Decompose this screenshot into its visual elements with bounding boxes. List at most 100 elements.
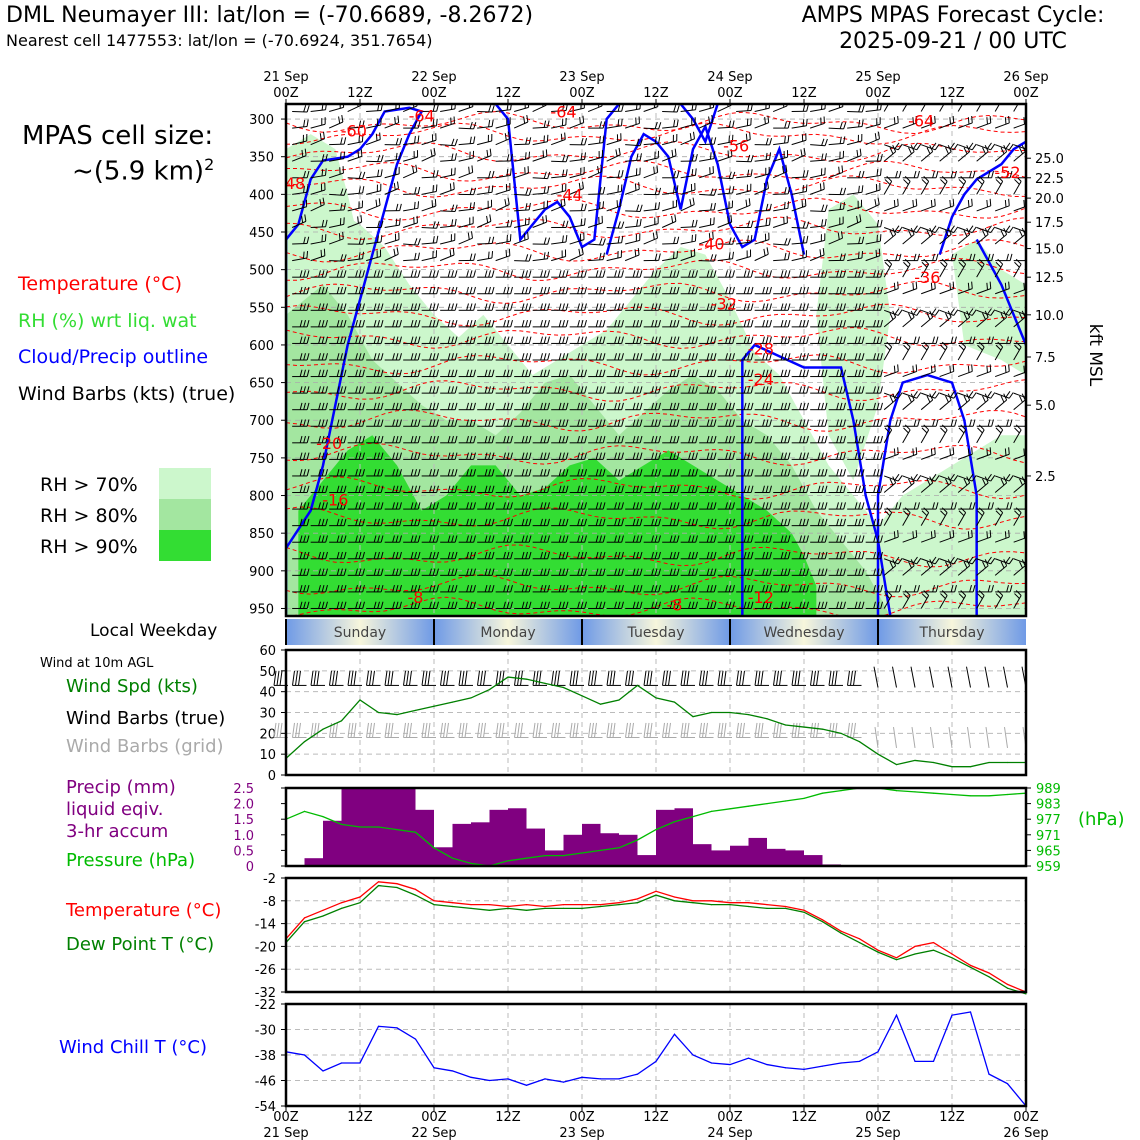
wind-barb bbox=[736, 169, 753, 179]
wind-barb-feather bbox=[362, 435, 365, 443]
wind-barb-shaft bbox=[366, 241, 382, 245]
wind-barb-feather bbox=[904, 424, 911, 431]
wind-barb-shaft bbox=[458, 142, 474, 146]
wind-barb-feather bbox=[380, 336, 384, 344]
wind-barb-feather bbox=[414, 502, 417, 510]
wind-barb-feather bbox=[436, 419, 439, 427]
cloud-outline bbox=[605, 123, 806, 255]
wind-barb bbox=[292, 336, 310, 344]
wind-barb bbox=[292, 585, 310, 593]
wind-barb-feather bbox=[584, 551, 587, 559]
wind-barb bbox=[403, 568, 421, 576]
wind-barb-feather bbox=[321, 585, 325, 593]
wind-barb-feather bbox=[377, 402, 380, 410]
wind-barb-feather bbox=[491, 286, 495, 294]
wind-barb bbox=[477, 551, 495, 560]
wind-barb-feather bbox=[614, 270, 617, 278]
wind-barb-feather bbox=[473, 518, 476, 526]
wind-barb-feather bbox=[580, 286, 584, 294]
wind-barb-feather bbox=[584, 336, 587, 344]
wind-barb bbox=[292, 185, 309, 195]
wind-barb-feather bbox=[469, 419, 473, 427]
wind-barb bbox=[532, 402, 550, 411]
wind-barb-feather bbox=[580, 270, 584, 278]
wind-barb-feather bbox=[395, 369, 399, 377]
wind-barb-feather bbox=[432, 236, 435, 244]
wind-barb-feather bbox=[800, 149, 803, 157]
wind-barb bbox=[365, 132, 381, 146]
wind-barb-feather bbox=[343, 452, 347, 460]
wind-barb-feather bbox=[417, 568, 421, 576]
wind-barb bbox=[310, 353, 328, 361]
wind-barb bbox=[495, 535, 513, 543]
wind-barb-feather bbox=[469, 369, 473, 377]
wind-barb-feather bbox=[466, 336, 469, 344]
wind-barb bbox=[495, 369, 513, 378]
wind-barb bbox=[532, 386, 550, 394]
wind-barb-feather bbox=[806, 419, 809, 427]
wind-barb-shaft bbox=[606, 226, 622, 229]
wind-barb-feather bbox=[432, 303, 436, 311]
wind-barb-feather bbox=[392, 485, 395, 493]
wind-barb-feather bbox=[673, 119, 676, 127]
wind-barb-feather bbox=[436, 386, 439, 394]
wind-barb-feather bbox=[358, 270, 362, 278]
wind-barb bbox=[569, 353, 587, 361]
wind-barb bbox=[440, 319, 458, 328]
wind-barb-feather bbox=[488, 303, 491, 311]
wind-barb-feather bbox=[336, 386, 340, 394]
wind-barb-feather bbox=[466, 502, 469, 510]
wind-barb-feather bbox=[750, 286, 754, 294]
wind-barb-feather bbox=[540, 386, 543, 394]
wind-barb bbox=[791, 386, 809, 394]
wind-barb-shaft bbox=[865, 109, 881, 113]
wind-barb-feather bbox=[417, 121, 421, 129]
wind-barb-feather bbox=[325, 336, 328, 344]
wind-barb-shaft bbox=[606, 139, 622, 146]
wind-barb-feather bbox=[765, 319, 769, 327]
wind-barb-feather bbox=[355, 568, 358, 576]
wind-barb-feather bbox=[399, 386, 402, 394]
wind-barb-feather bbox=[380, 551, 384, 559]
wind-barb-shaft bbox=[329, 106, 344, 113]
wind-barb-feather bbox=[484, 551, 488, 559]
wind-barb bbox=[329, 419, 347, 427]
wind-barb bbox=[476, 214, 492, 228]
wind-barb-feather bbox=[528, 137, 532, 145]
wind-barb-feather bbox=[299, 303, 303, 311]
wind-barb-shaft bbox=[366, 124, 381, 129]
wind-barb-feather bbox=[393, 182, 396, 190]
wind-barb-feather bbox=[799, 402, 802, 410]
wind-barb-feather bbox=[410, 551, 414, 559]
wind-barb-feather bbox=[488, 353, 491, 361]
wind-barb-feather bbox=[799, 369, 802, 377]
wind-barb-feather bbox=[432, 270, 436, 278]
wind-barb-shaft bbox=[292, 126, 308, 129]
wind-barb-feather bbox=[486, 215, 489, 223]
wind-barb-feather bbox=[543, 518, 547, 526]
wind-barb-feather bbox=[469, 452, 473, 460]
wind-barb bbox=[384, 419, 402, 427]
wind-barb-feather bbox=[417, 386, 421, 394]
wind-barb-feather bbox=[340, 585, 343, 593]
wind-barb-feather bbox=[392, 353, 395, 361]
wind-barb bbox=[551, 369, 569, 378]
wind-barb-feather bbox=[358, 252, 361, 260]
wind-barb-feather bbox=[373, 535, 377, 543]
wind-barb bbox=[384, 319, 402, 328]
wind-barb-feather bbox=[580, 419, 584, 427]
wind-barb-feather bbox=[429, 485, 432, 493]
wind-barb bbox=[736, 270, 754, 278]
wind-barb-feather bbox=[580, 452, 584, 460]
wind-barb-feather bbox=[380, 369, 384, 377]
wind-barb bbox=[754, 104, 770, 113]
wind-barb bbox=[791, 147, 806, 162]
wind-barb-feather bbox=[299, 568, 303, 576]
wind-barb-feather bbox=[577, 270, 580, 278]
wind-barb bbox=[606, 118, 623, 129]
wind-barb bbox=[902, 104, 908, 112]
wind-barb-feather bbox=[632, 286, 636, 294]
wind-barb-feather bbox=[321, 419, 325, 427]
wind-barb-feather bbox=[454, 336, 458, 344]
wind-barb bbox=[902, 258, 911, 278]
